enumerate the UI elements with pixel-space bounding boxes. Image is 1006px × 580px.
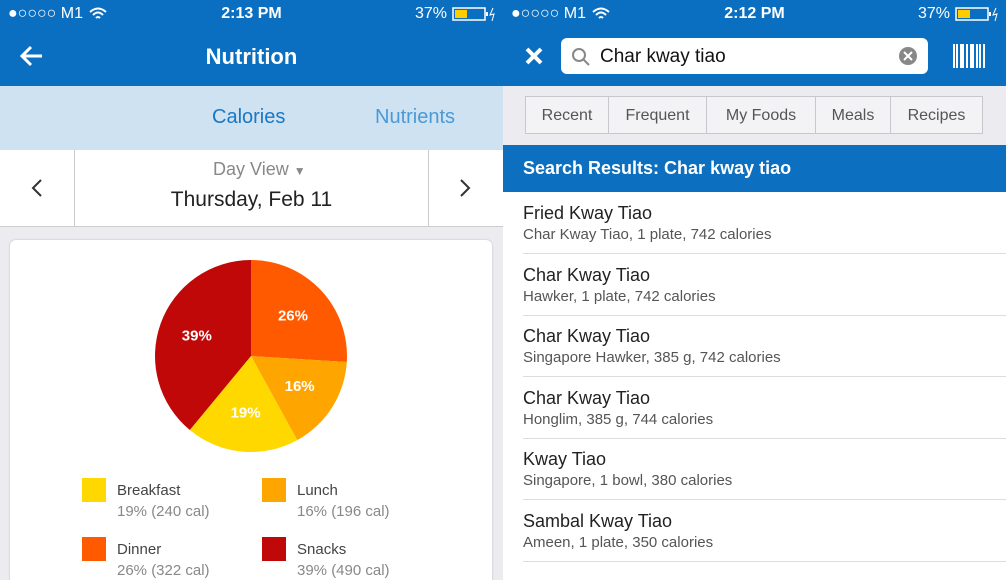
legend-detail: 19% (240 cal) [117, 503, 210, 520]
prev-day[interactable] [30, 178, 44, 198]
pie-chart: 26% 16% 19% 39% Dinner 26% (322 cal) Lunch 16% … [82, 260, 390, 579]
nutrition-screen: ●○○○○ M1 2:13 PM 37% Nutrition Calories … [0, 0, 503, 580]
separator [523, 376, 1006, 378]
separator [523, 253, 1006, 254]
time: 2:13 PM [221, 5, 282, 22]
search-bar: Char kway tiao [503, 28, 1006, 86]
slice-label: 16% [285, 378, 315, 395]
filter-button[interactable]: My Foods [706, 96, 816, 134]
food-detail: Hawker, 1 plate, 742 calories [523, 287, 716, 305]
pie-slice [155, 260, 251, 430]
food-detail: Singapore, 1 bowl, 380 calories [523, 472, 733, 490]
food-name: Sambal Kway Tiao [523, 511, 673, 531]
results-header: Search Results: Char kway tiao [503, 145, 1006, 192]
status-bar: ●○○○○ M1 2:13 PM 37% [0, 0, 503, 28]
legend-swatch [82, 537, 106, 561]
back-button[interactable] [20, 44, 44, 68]
legend-swatch [262, 537, 286, 561]
result-row[interactable]: Char Kway Tiao Singapore Hawker, 385 g, 7… [503, 315, 1006, 378]
wifi-icon [89, 7, 107, 19]
date-picker: Day View ▼ Thursday, Feb 11 [0, 150, 503, 227]
legend-detail: 16% (196 cal) [297, 503, 390, 520]
food-name: Fried Kway Tiao [523, 203, 653, 223]
battery-level: 37% [917, 5, 950, 22]
filter-button[interactable]: Meals [815, 96, 891, 134]
food-detail: Char Kway Tiao, 1 plate, 742 calories [523, 226, 772, 243]
separator [523, 314, 1006, 316]
view-mode-label: Day View [213, 159, 289, 179]
result-row[interactable]: Char Kway Tiao Honglim, 385 g, 744 calori… [503, 377, 1006, 439]
filter-button[interactable]: Recipes [890, 96, 983, 134]
search-input[interactable]: Char kway tiao [561, 38, 928, 74]
wifi-icon [592, 7, 610, 19]
pie-slice [251, 260, 347, 363]
nav-bar: Nutrition [0, 28, 503, 86]
nav-title: Nutrition [205, 44, 298, 69]
legend-label: Lunch [297, 482, 338, 499]
barcode-button[interactable] [952, 42, 986, 70]
legend-swatch [262, 478, 286, 502]
result-row[interactable]: Kway Tiao Singapore, 1 bowl, 380 calories [503, 438, 1006, 501]
carrier: ●○○○○ M1 [8, 5, 83, 22]
date: Thursday, Feb 11 [170, 188, 333, 211]
result-row[interactable]: Char Kway Tiao Hawker, 1 plate, 742 calor… [503, 254, 1006, 316]
search-icon [572, 48, 590, 66]
next-day[interactable] [458, 178, 472, 198]
food-detail: Singapore Hawker, 385 g, 742 calories [523, 349, 781, 367]
separator [523, 499, 1006, 501]
tab-bar: Calories Nutrients [0, 86, 503, 150]
slice-label: 26% [278, 308, 308, 325]
food-detail: Honglim, 385 g, 744 calories [523, 410, 714, 428]
filter-button[interactable]: Recent [525, 96, 609, 134]
food-detail: Ameen, 1 plate, 350 calories [523, 534, 714, 551]
food-name: Char Kway Tiao [523, 326, 651, 347]
result-row[interactable]: Sambal Kway Tiao Ameen, 1 plate, 350 calo… [503, 500, 1006, 562]
separator [523, 561, 1006, 562]
result-row[interactable]: Fried Kway Tiao Char Kway Tiao, 1 plate, … [503, 192, 1006, 254]
food-name: Char Kway Tiao [523, 387, 651, 408]
legend-detail: 39% (490 cal) [297, 562, 390, 579]
pie-slice [251, 356, 347, 441]
filter-button[interactable]: Frequent [608, 96, 707, 134]
battery-icon [452, 7, 495, 22]
close-button[interactable] [524, 46, 544, 66]
legend-label: Breakfast [117, 482, 181, 499]
food-name: Kway Tiao [523, 449, 607, 470]
search-query: Char kway tiao [600, 46, 726, 67]
legend-label: Dinner [117, 541, 161, 558]
legend-detail: 26% (322 cal) [117, 562, 210, 579]
slice-label: 39% [182, 327, 212, 344]
results-list: Fried Kway Tiao Char Kway Tiao, 1 plate, … [503, 192, 1006, 580]
tab[interactable]: Nutrients [375, 106, 456, 128]
food-name: Char Kway Tiao [523, 264, 651, 285]
view-mode[interactable]: Day View ▼ [213, 159, 306, 179]
tab[interactable]: Calories [212, 106, 286, 128]
legend-swatch [82, 478, 106, 502]
clear-button[interactable] [898, 46, 918, 66]
battery-icon [955, 7, 998, 22]
legend-label: Snacks [297, 541, 346, 558]
separator [523, 437, 1006, 439]
status-bar: ●○○○○ M1 2:12 PM 37% [503, 0, 1006, 28]
filter-bar: Recent Frequent My Foods Meals Recipes [503, 86, 1006, 145]
pie-slice [189, 356, 298, 452]
search-screen: ●○○○○ M1 2:12 PM 37% Char kway tiao Rece… [503, 0, 1006, 580]
battery-level: 37% [414, 5, 447, 22]
carrier: ●○○○○ M1 [511, 5, 586, 22]
slice-label: 19% [231, 404, 261, 421]
time: 2:12 PM [724, 5, 785, 22]
results-header-text: Search Results: Char kway tiao [523, 158, 792, 178]
